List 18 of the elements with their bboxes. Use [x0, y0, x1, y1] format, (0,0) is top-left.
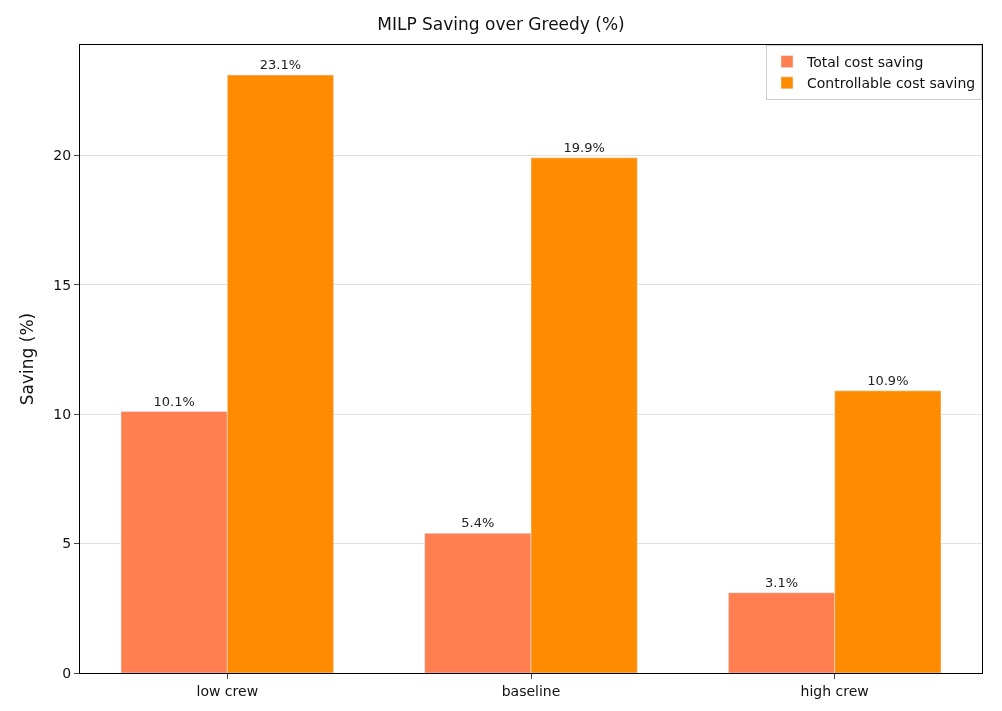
y-axis-title: Saving (%)	[16, 312, 37, 406]
y-tick-label: 20	[53, 147, 72, 164]
legend-label: Controllable cost saving	[807, 75, 976, 92]
data-label: 23.1%	[259, 57, 302, 73]
chart-title: MILP Saving over Greedy (%)	[377, 13, 625, 34]
y-tick-label: 0	[62, 664, 72, 681]
data-label: 19.9%	[563, 139, 605, 155]
data-label: 5.4%	[461, 515, 495, 531]
x-tick-label: low crew	[196, 682, 259, 699]
x-tick-label: high crew	[800, 682, 869, 699]
y-tick-label: 5	[62, 535, 72, 552]
y-tick-label: 10	[53, 406, 72, 423]
y-tick-label: 15	[53, 276, 72, 293]
data-label: 10.1%	[153, 393, 195, 409]
legend-label: Total cost saving	[806, 54, 924, 71]
data-label: 3.1%	[765, 574, 799, 590]
x-tick-label: baseline	[501, 682, 561, 699]
data-label: 10.9%	[867, 372, 909, 388]
